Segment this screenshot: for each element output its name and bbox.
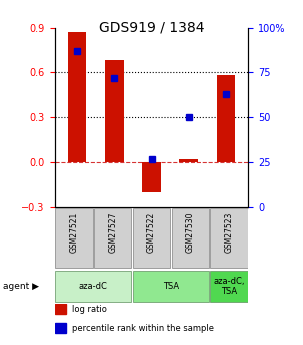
FancyBboxPatch shape (55, 208, 92, 268)
Bar (217, 76, 235, 162)
Bar (55, 304, 66, 314)
Bar (68, 32, 86, 162)
Text: GSM27523: GSM27523 (225, 212, 234, 253)
FancyBboxPatch shape (211, 271, 248, 302)
Text: aza-dC: aza-dC (79, 282, 108, 291)
Text: GSM27527: GSM27527 (108, 212, 117, 253)
Text: log ratio: log ratio (72, 305, 107, 314)
Text: GSM27522: GSM27522 (147, 212, 156, 253)
Text: agent ▶: agent ▶ (3, 282, 39, 291)
Bar (55, 323, 66, 333)
FancyBboxPatch shape (94, 208, 131, 268)
Bar (105, 60, 124, 162)
Text: TSA: TSA (163, 282, 179, 291)
FancyBboxPatch shape (133, 271, 209, 302)
Text: GSM27530: GSM27530 (186, 212, 195, 254)
FancyBboxPatch shape (172, 208, 209, 268)
Text: aza-dC,
TSA: aza-dC, TSA (213, 277, 245, 296)
FancyBboxPatch shape (133, 208, 170, 268)
Text: percentile rank within the sample: percentile rank within the sample (72, 324, 214, 333)
Text: GDS919 / 1384: GDS919 / 1384 (99, 21, 204, 35)
Text: GSM27521: GSM27521 (69, 212, 78, 253)
Bar (142, 162, 161, 192)
FancyBboxPatch shape (211, 208, 248, 268)
FancyBboxPatch shape (55, 271, 131, 302)
Bar (179, 159, 198, 162)
